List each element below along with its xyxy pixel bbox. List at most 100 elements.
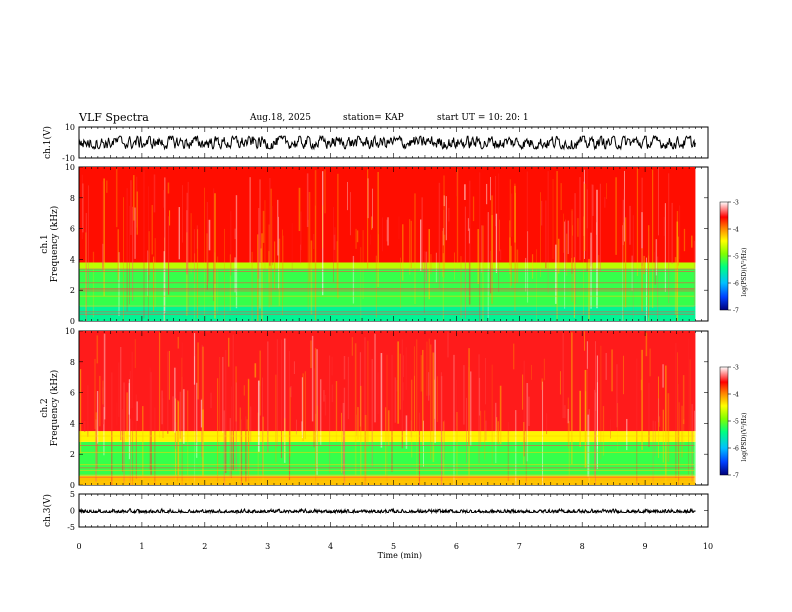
ch1-spectrogram-streak	[487, 212, 489, 321]
ch1-spectrogram-streak	[491, 215, 493, 268]
ch2-spectrogram-streak	[364, 337, 366, 485]
ch2-spectrogram-streak	[231, 386, 232, 478]
ch1-spectrogram-streak	[499, 249, 502, 261]
ch1-spectrogram-streak	[464, 184, 466, 200]
ch2-spectrogram-streak	[116, 402, 118, 426]
ch2-spectrogram-streak	[360, 385, 362, 485]
ch1-spectrogram-streak	[375, 255, 377, 318]
ch1-spectrogram-streak	[554, 244, 557, 304]
ch2-spectrogram-streak	[323, 390, 325, 402]
ch2-spectrogram-streak	[196, 382, 198, 458]
ch2-spectrogram-streak	[351, 337, 353, 356]
ch2-spectrogram-streak	[434, 339, 436, 443]
ch1-spectrogram-streak	[498, 173, 500, 293]
ch1-spectrogram-streak	[556, 171, 558, 321]
ch2-spectrogram-streak	[568, 421, 570, 481]
ch1-spectrogram-streak	[541, 200, 543, 226]
ch1-spectrogram-streak	[102, 243, 104, 271]
ch2-spectrogram-streak	[182, 389, 185, 444]
ch2-spectrogram-ylabel: ch.2	[40, 398, 50, 417]
ch1-spectrogram-streak	[126, 188, 128, 312]
ch2-spectrogram-streak	[584, 369, 587, 468]
ch1-spectrogram-streak	[654, 252, 656, 285]
ch1-spectrogram-streak	[249, 177, 251, 263]
ch1-spectrogram-streak	[624, 217, 627, 308]
ch1-spectrogram-streak	[196, 229, 199, 319]
ch2-spectrogram-colorbar-tick-label: -3	[733, 365, 739, 372]
ch1-spectrogram-streak	[306, 173, 309, 227]
ch2-spectrogram-ytick-label: 6	[70, 389, 75, 398]
ch1-spectrogram-streak	[169, 210, 171, 226]
ch1-spectrogram-streak	[509, 237, 511, 274]
ch2-spectrogram-streak	[485, 357, 486, 405]
ch2-spectrogram-streak	[567, 397, 569, 449]
ch1-colorbar	[719, 201, 729, 311]
ch2-spectrogram-streak	[610, 419, 612, 439]
ch2-spectrogram-streak	[422, 349, 424, 446]
ch1-spectrogram-streak	[262, 210, 265, 243]
x-tick-label: 7	[517, 542, 522, 551]
ch1-spectrogram-streak	[510, 245, 512, 286]
ch1-spectrogram-streak	[693, 240, 695, 307]
ch1-spectrogram-streak	[495, 213, 498, 273]
x-tick-label: 8	[580, 542, 585, 551]
ch2-spectrogram-streak	[177, 400, 179, 483]
ch2-spectrogram-colorbar-tick-label: -7	[733, 473, 739, 480]
ch2-spectrogram-streak	[523, 422, 525, 465]
ch2-spectrogram-streak	[239, 407, 241, 485]
ch1-spectrogram-streak	[81, 174, 83, 240]
ch2-spectrogram-streak	[391, 354, 393, 472]
ch2-spectrogram-streak	[331, 384, 334, 403]
ch1-spectrogram-streak	[636, 168, 639, 277]
ch2-spectrogram-streak	[243, 385, 245, 396]
ch2-spectrogram-streak	[405, 347, 407, 391]
ch1-spectrogram-streak	[531, 254, 534, 279]
ch1-spectrogram-streak	[270, 188, 272, 306]
ch1-spectrogram-streak	[481, 225, 483, 273]
ch1-spectrogram-streak	[230, 211, 232, 276]
ch2-spectrogram-streak	[675, 342, 677, 479]
ch2-spectrogram-streak	[649, 348, 651, 377]
ch2-spectrogram-streak	[135, 394, 137, 479]
ch2-spectrogram-streak	[129, 418, 132, 485]
ch1-spectrogram-streak	[428, 229, 430, 300]
ch1-spectrogram-streak	[152, 256, 155, 312]
ch2-spectrogram-streak	[102, 387, 104, 425]
ch2-spectrogram-ytick-label: 8	[70, 358, 75, 367]
ch2-spectrogram-streak	[485, 420, 487, 441]
ch2-spectrogram-ytick-label: 10	[65, 327, 75, 336]
ch2-spectrogram-streak	[463, 365, 465, 425]
ch3-waveform-ytick-label: -5	[67, 523, 75, 532]
ch1-spectrogram-ytick-label: 10	[65, 163, 75, 172]
ch1-spectrogram-streak	[591, 184, 593, 270]
ch3-waveform-ylabel: ch.3(V)	[42, 494, 53, 527]
ch1-spectrogram-streak	[134, 207, 136, 259]
ch1-spectrogram-band	[79, 262, 696, 269]
ch2-spectrogram-streak	[168, 350, 170, 400]
ch2-spectrogram-streak	[374, 333, 376, 423]
ch2-spectrogram-streak	[377, 372, 379, 415]
ch1-spectrogram-streak	[282, 229, 283, 316]
x-tick-label: 4	[328, 542, 333, 551]
ch1-spectrogram-streak	[235, 195, 238, 309]
ch2-spectrogram-streak	[447, 332, 449, 358]
ch2-spectrogram-streak	[380, 353, 383, 448]
figure-date: Aug.18, 2025	[250, 113, 311, 123]
ch1-spectrogram-streak	[514, 185, 516, 243]
ch1-spectrogram-streak	[536, 249, 537, 321]
ch2-spectrogram-streak	[594, 389, 596, 477]
ch1-spectrogram-streak	[234, 257, 236, 293]
ch1-spectrogram-streak	[641, 212, 643, 249]
ch2-spectrogram-streak	[678, 402, 680, 481]
ch1-spectrogram-streak	[314, 170, 317, 320]
ch1-spectrogram-streak	[545, 200, 547, 269]
ch1-spectrogram-streak	[599, 183, 601, 272]
ch1-spectrogram-streak	[648, 231, 649, 318]
ch1-spectrogram-streak	[643, 255, 645, 275]
ch1-spectrogram-tone-line	[80, 282, 695, 284]
ch1-spectrogram-streak	[652, 169, 654, 308]
ch2-spectrogram-streak	[158, 332, 161, 438]
ch2-spectrogram-streak	[193, 333, 196, 385]
ch2-spectrogram-streak	[167, 351, 169, 434]
ch2-spectrogram-streak	[304, 371, 306, 440]
